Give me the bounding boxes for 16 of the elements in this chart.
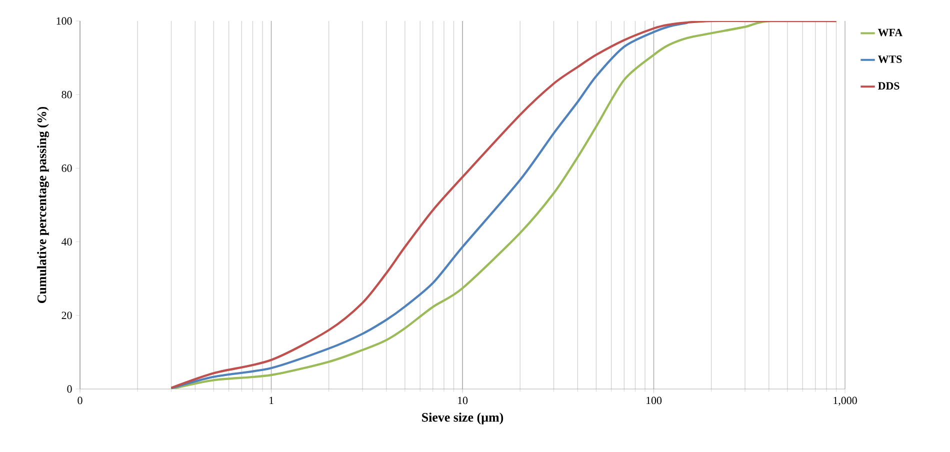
legend-label: WFA (878, 28, 903, 36)
x-tick-label: 100 (646, 396, 662, 404)
x-tick-label: 0 (78, 396, 82, 404)
y-tick-label: 80 (62, 90, 72, 98)
y-tick-label: 40 (62, 238, 72, 246)
x-tick-label: 1,000 (834, 396, 857, 406)
y-tick-label: 0 (67, 385, 72, 393)
y-axis-title: Cumulative percentage passing (%) (37, 106, 49, 304)
legend-label: WTS (878, 56, 902, 63)
legend-label: DDS (878, 82, 900, 90)
x-axis-title: Sieve size (µm) (422, 412, 504, 424)
y-tick-label: 60 (62, 164, 72, 172)
y-tick-label: 20 (62, 312, 72, 320)
y-tick-label: 100 (56, 17, 72, 25)
x-tick-label: 1 (269, 396, 274, 404)
x-tick-label: 10 (458, 396, 468, 404)
